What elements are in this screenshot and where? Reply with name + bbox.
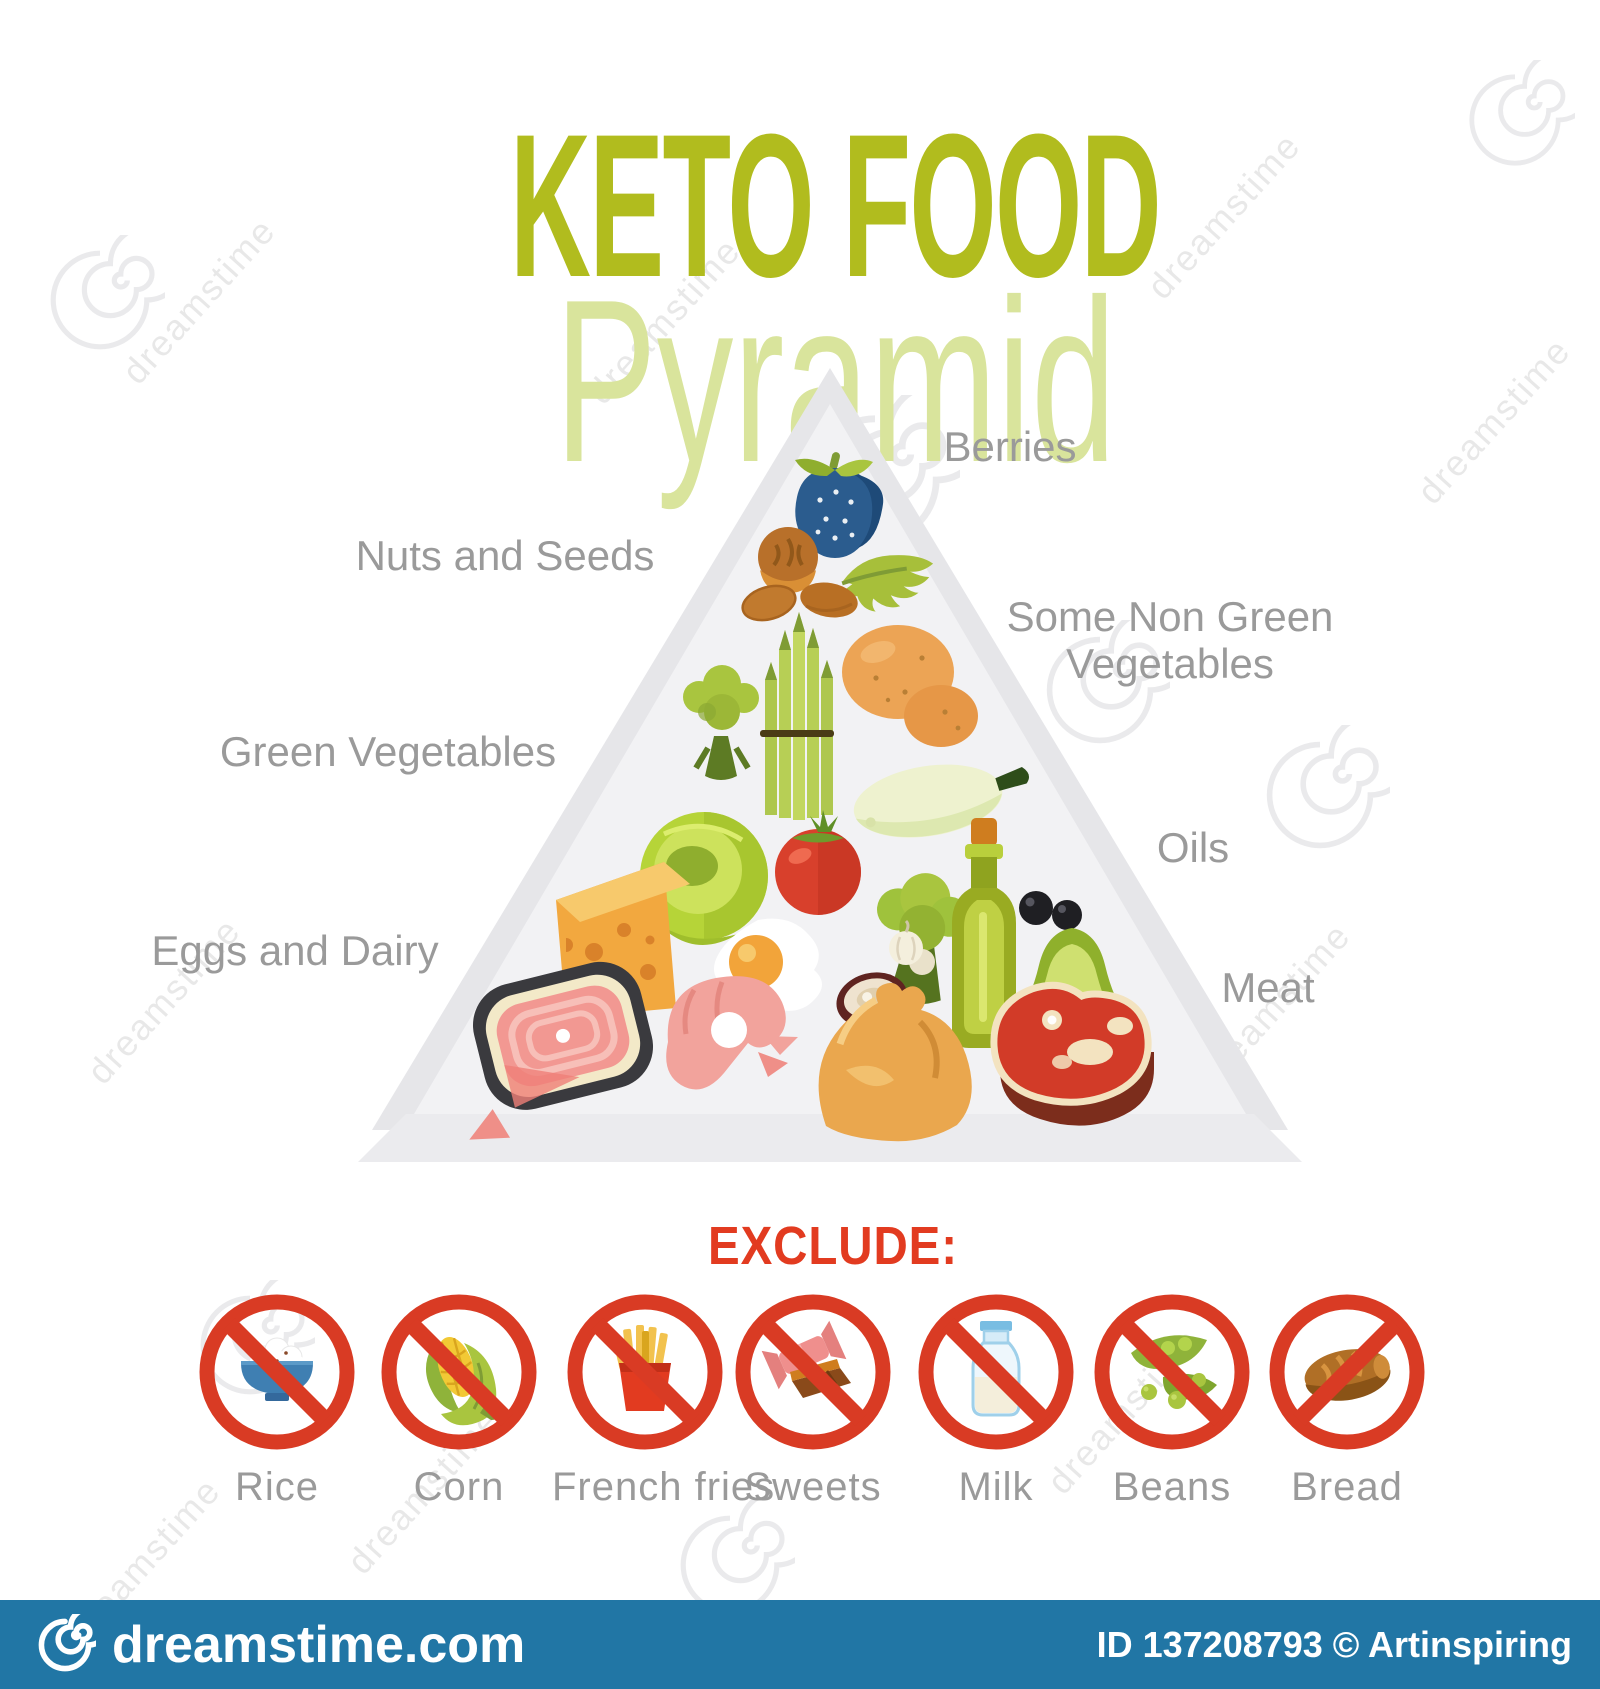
exclude-label-sweets: Sweets [744,1465,882,1509]
broccoli-icon [683,665,759,780]
beans-icon [1094,1294,1250,1450]
exclude-item-corn: Corn [366,1293,552,1510]
roast-chicken-icon [818,982,972,1142]
page-title-line1: KETO FOOD [35,104,1600,308]
berries-label: Berries [943,423,1077,470]
garlic-icon [889,919,935,975]
exclude-label-corn: Corn [413,1465,505,1509]
exclude-item-rice: Rice [184,1293,370,1510]
steak-icon [990,981,1154,1126]
non-green-line1: Some Non Green [1006,592,1334,640]
exclude-item-french-fries: French fries [552,1293,776,1510]
exclude-item-bread: Bread [1254,1293,1440,1510]
exclude-label-french-fries: French fries [552,1465,776,1509]
meat-label: Meat [1221,964,1315,1011]
milk-bottle-icon [918,1294,1074,1450]
eggs-and-dairy-label: Eggs and Dairy [151,927,439,974]
dreamstime-logo-group: dreamstime.com [0,1613,526,1676]
corn-icon [381,1294,537,1450]
zucchini-icon [853,764,1030,838]
exclude-heading: EXCLUDE: [708,1216,958,1276]
walnut-icon [758,527,818,593]
parsley-leaf-icon [836,555,934,612]
exclude-label-rice: Rice [234,1465,320,1509]
berry-icon [795,452,884,558]
exclude-item-beans: Beans [1079,1293,1265,1510]
tomato-icon [775,810,861,915]
shrimp-icon [666,976,798,1090]
green-vegetables-label: Green Vegetables [219,728,557,775]
sweets-icon [735,1294,891,1450]
salmon-steak-icon [469,961,654,1140]
french-fries-icon [567,1294,723,1450]
exclude-item-sweets: Sweets [720,1293,906,1510]
exclude-label-bread: Bread [1291,1465,1403,1509]
nuts-and-seeds-label: Nuts and Seeds [355,532,655,579]
dreamstime-spiral-icon [38,1613,96,1671]
exclude-label-milk: Milk [958,1465,1034,1509]
watermark-bar: dreamstime.com ID 137208793 © Artinspiri… [0,1600,1600,1689]
asparagus-icon [760,612,834,820]
oils-label: Oils [1156,824,1230,871]
dreamstime-brand-text: dreamstime.com [112,1615,526,1674]
rice-bowl-icon [199,1294,355,1450]
title-keto-food: KETO FOOD [509,92,1162,320]
non-green-line2: Vegetables [1066,640,1274,687]
exclude-item-milk: Milk [903,1293,1089,1510]
non-green-vegetables-label: Some Non Green Vegetables [1007,593,1334,687]
image-id-credit: ID 137208793 © Artinspiring [1096,1623,1572,1665]
exclude-label-beans: Beans [1112,1465,1232,1509]
cabbage-icon [640,812,768,945]
olive-oil-bottle-icon [952,818,1016,1048]
bread-icon [1269,1294,1425,1450]
almond-icon [741,582,858,622]
potatoes-icon [842,625,978,747]
